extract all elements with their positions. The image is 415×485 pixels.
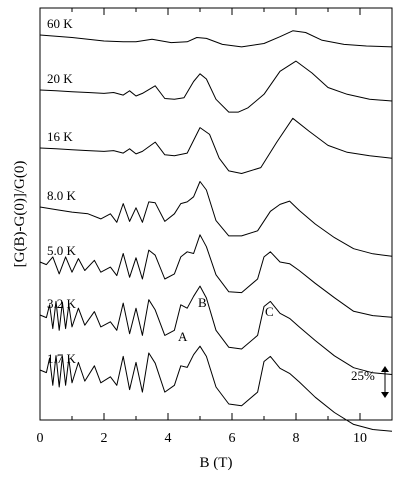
- x-tick-label: 0: [37, 431, 44, 446]
- x-ticks: 0 2 4 6 8 10: [37, 8, 393, 446]
- x-tick-label: 4: [165, 431, 172, 446]
- scale-bar: 25%: [351, 366, 389, 398]
- series-label-5: 3.2 K: [47, 296, 77, 311]
- series-group: [39, 30, 393, 432]
- scale-bar-arrow-down: [381, 392, 389, 398]
- x-tick-label: 2: [101, 431, 108, 446]
- series-label-1: 20 K: [47, 71, 73, 86]
- annotation-b: B: [198, 295, 207, 310]
- series-curve-1: [39, 60, 393, 113]
- series-label-6: 1.7 K: [47, 351, 77, 366]
- series-curve-0: [39, 30, 393, 48]
- series-label-3: 8.0 K: [47, 188, 77, 203]
- series-curve-4: [39, 234, 393, 318]
- series-label-2: 16 K: [47, 129, 73, 144]
- series-label-0: 60 K: [47, 16, 73, 31]
- scale-bar-arrow-up: [381, 366, 389, 372]
- series-curve-2: [39, 117, 393, 174]
- series-curve-6: [39, 345, 393, 432]
- x-tick-label: 10: [353, 431, 367, 446]
- series-curve-3: [39, 181, 393, 257]
- series-label-4: 5.0 K: [47, 243, 77, 258]
- scale-bar-label: 25%: [351, 368, 375, 383]
- y-axis-label: [G(B)-G(0)]/G(0): [12, 161, 28, 268]
- series-curve-5: [39, 285, 393, 375]
- x-tick-label: 8: [293, 431, 300, 446]
- series-labels: 60 K 20 K 16 K 8.0 K 5.0 K 3.2 K 1.7 K: [47, 16, 77, 366]
- annotation-c: C: [265, 304, 274, 319]
- x-axis-label: B (T): [200, 455, 233, 471]
- x-tick-label: 6: [229, 431, 236, 446]
- annotation-a: A: [178, 329, 188, 344]
- plot-frame: [39, 7, 393, 421]
